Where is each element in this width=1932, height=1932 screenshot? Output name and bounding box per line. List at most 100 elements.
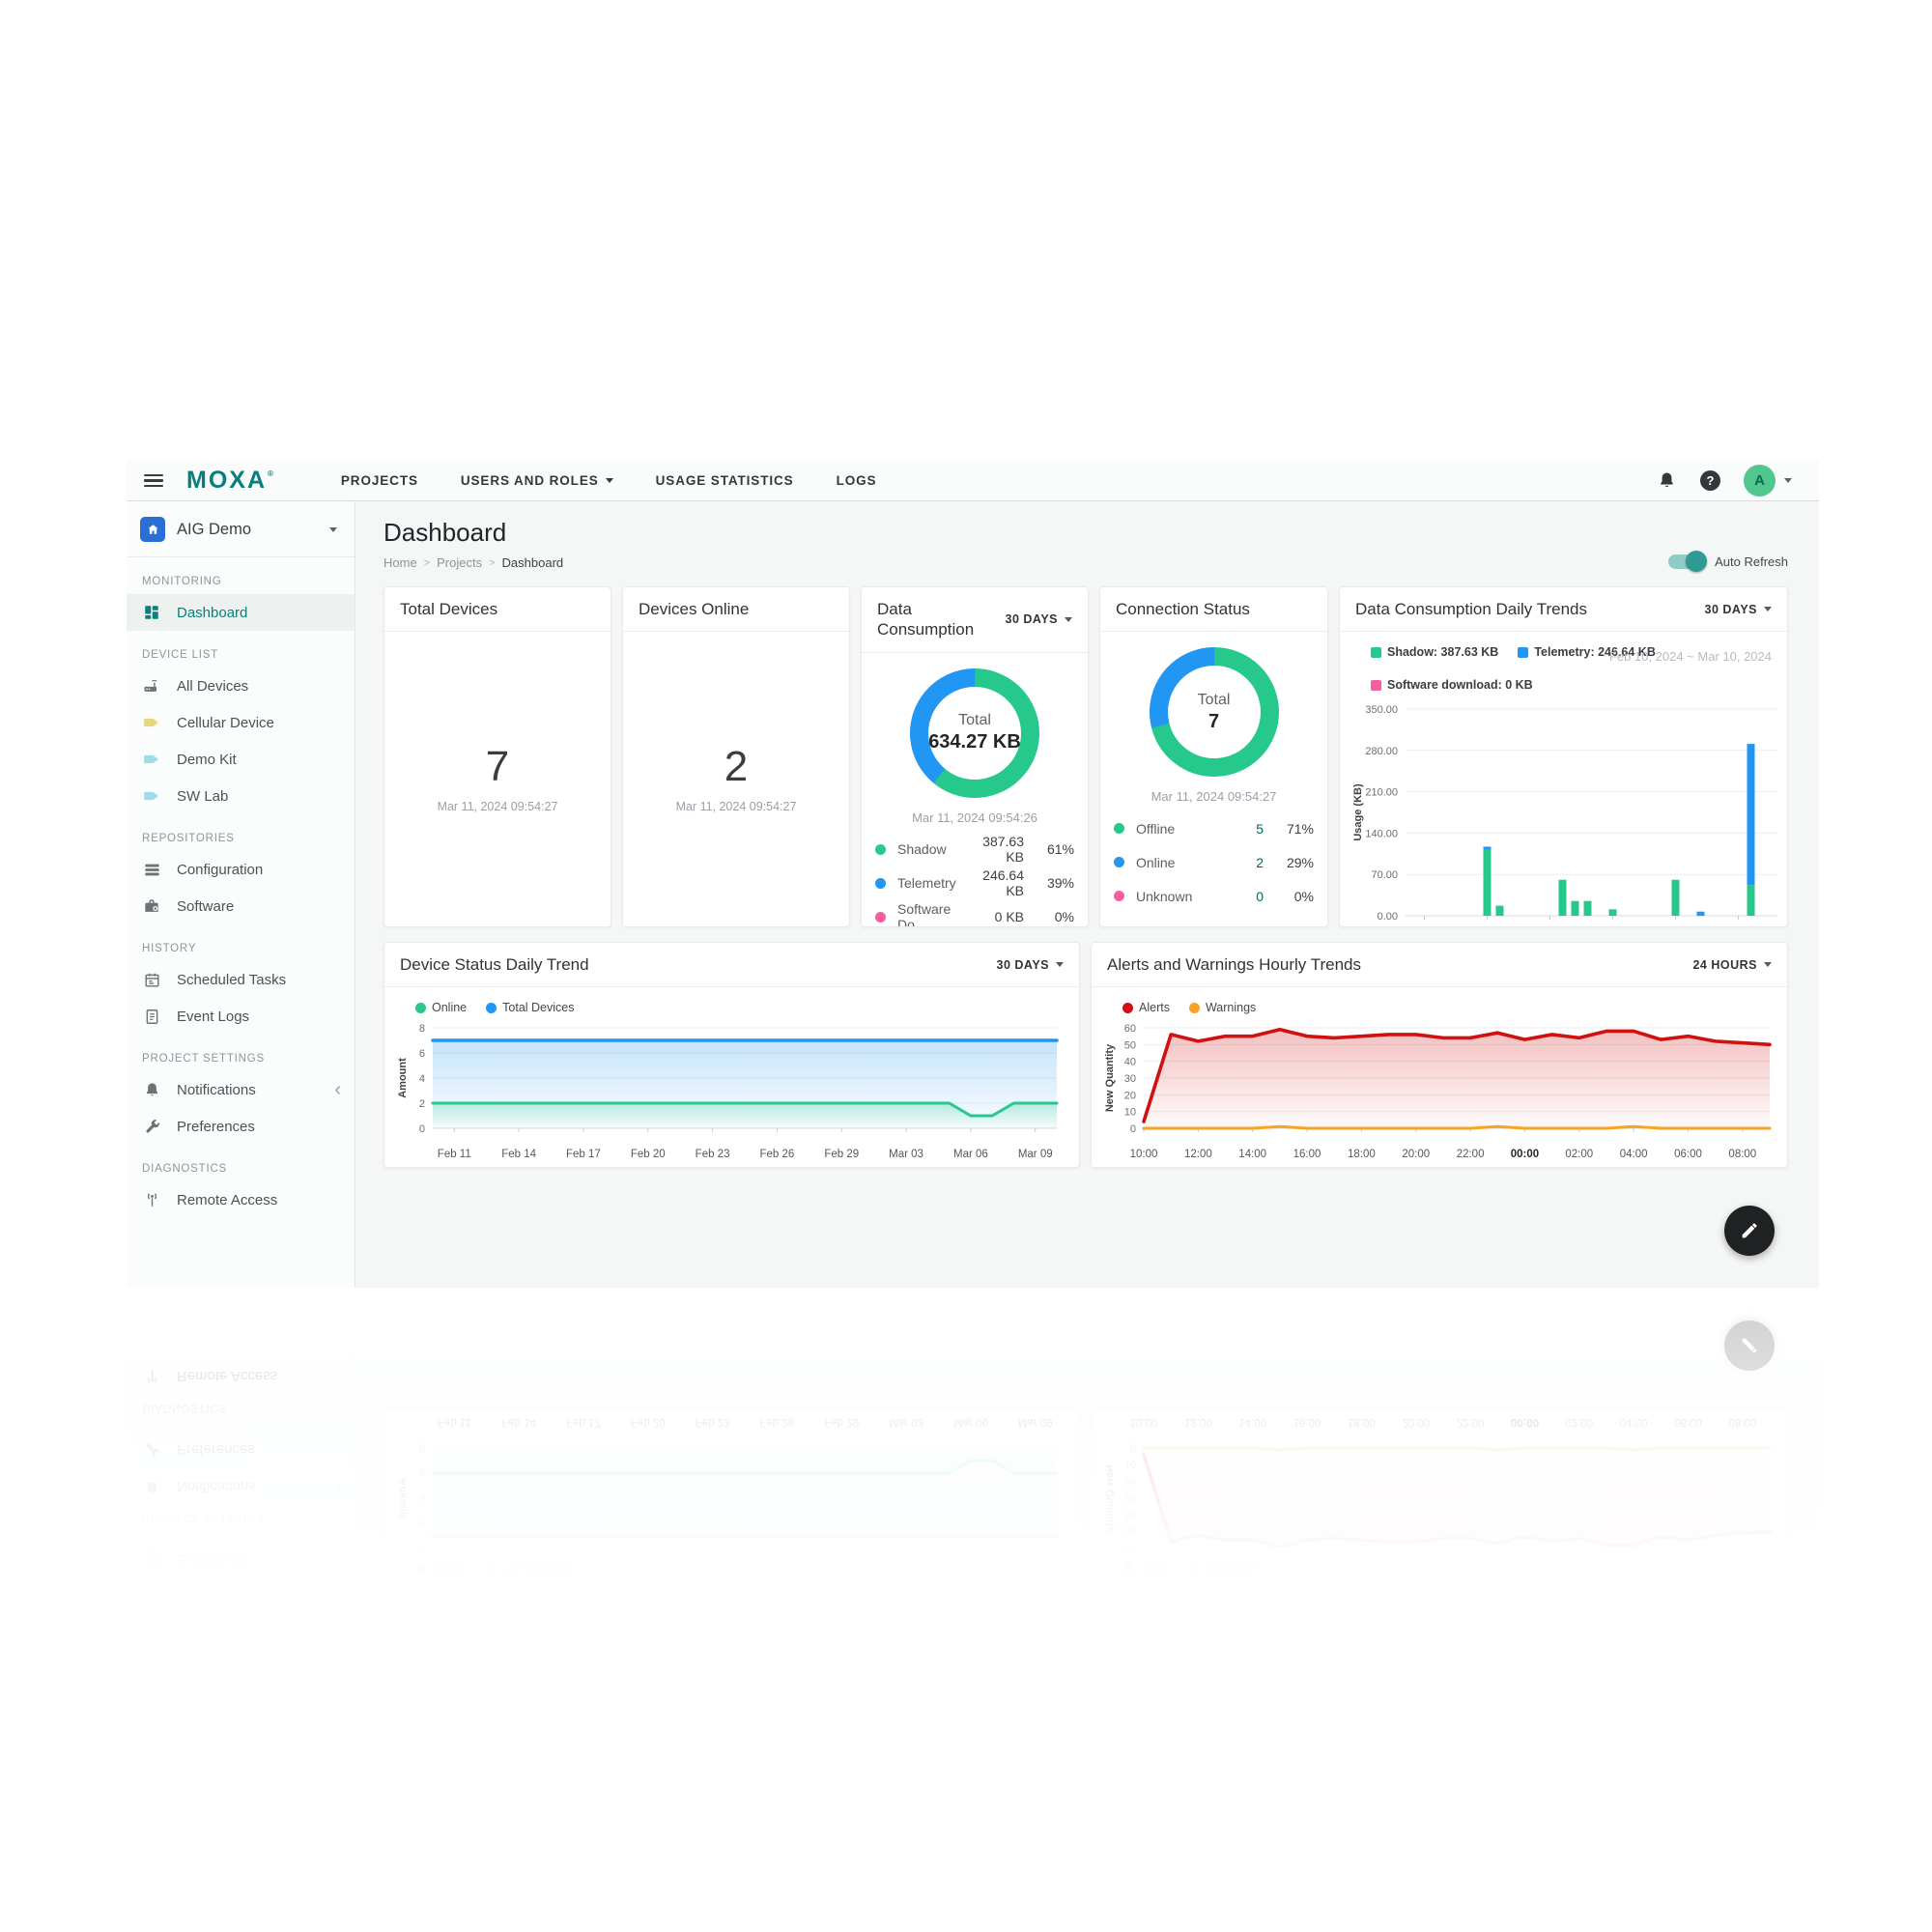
legend-value: 5 (1256, 820, 1264, 837)
period-selector[interactable]: 30 DAYS (1006, 612, 1072, 626)
legend-sq-icon (1518, 646, 1529, 658)
period-selector[interactable]: 30 DAYS (997, 958, 1064, 972)
nav-item-users-and-roles[interactable]: USERS AND ROLES (461, 473, 613, 488)
nav-item-projects[interactable]: PROJECTS (340, 473, 418, 488)
legend-value: 387.63 KB (982, 833, 1024, 865)
project-selector[interactable]: AIG Demo (127, 501, 355, 557)
sidebar-item-label: SW Lab (177, 787, 229, 805)
sidebar-item-dashboard[interactable]: Dashboard (127, 594, 355, 631)
section-label-device-list: DEVICE LIST (142, 649, 219, 661)
svg-text:Feb 26: Feb 26 (760, 1149, 795, 1160)
software-toolbox-icon (141, 896, 162, 916)
nav-item-logs[interactable]: LOGS (836, 473, 877, 488)
nav-item-usage-statistics[interactable]: USAGE STATISTICS (655, 473, 794, 488)
svg-text:02:00: 02:00 (1565, 1416, 1593, 1428)
sidebar-item-remote-access[interactable]: Remote Access (127, 1181, 355, 1218)
timestamp: Mar 11, 2024 09:54:27 (437, 799, 558, 813)
legend-chip-shadow-387-63-kb[interactable]: Shadow: 387.63 KB (1371, 645, 1498, 659)
legend-dot-icon (875, 843, 886, 855)
sidebar-item-preferences[interactable]: Preferences (127, 1108, 355, 1145)
total-devices-value: 7 (485, 742, 510, 790)
legend-dot-icon (1122, 1002, 1133, 1013)
legend-label: Telemetry (897, 875, 956, 891)
card-title: Alerts and Warnings Hourly Trends (1107, 955, 1361, 974)
section-label-diagnostics: DIAGNOSTICS (142, 1163, 228, 1175)
help-icon[interactable]: ? (1700, 470, 1720, 491)
legend-sq-icon (1371, 679, 1381, 691)
sidebar-item-cellular-device[interactable]: Cellular Device (127, 704, 355, 741)
breadcrumb-home[interactable]: Home (384, 555, 417, 570)
chevron-down-icon (1784, 478, 1792, 483)
sidebar-item-sw-lab[interactable]: SW Lab (127, 778, 355, 814)
svg-text:Mar 06: Mar 06 (953, 1149, 988, 1160)
sidebar-item-notifications[interactable]: Notifications ‹ (127, 1071, 355, 1108)
auto-refresh-toggle[interactable] (1668, 551, 1708, 572)
breadcrumb-projects[interactable]: Projects (437, 555, 483, 570)
svg-text:10:00: 10:00 (1130, 1149, 1158, 1160)
legend-percent: 0% (1054, 909, 1074, 924)
legend-dot-icon (875, 911, 886, 923)
alerts-warnings-legend: Alerts Warnings (1101, 993, 1777, 1014)
legend-chip-software-download-0-kb[interactable]: Software download: 0 KB (1371, 678, 1533, 692)
svg-text:Mar 06: Mar 06 (953, 1416, 988, 1428)
card-device-status-trend: Device Status Daily Trend 30 DAYS Online… (384, 942, 1080, 1168)
svg-text:22:00: 22:00 (1457, 1416, 1485, 1428)
legend-chip-telemetry-246-64-kb[interactable]: Telemetry: 246.64 KB (1518, 645, 1656, 659)
card-alerts-warnings: Alerts and Warnings Hourly Trends 24 HOU… (1091, 942, 1788, 1168)
legend-chip-total-devices[interactable]: Total Devices (486, 1001, 574, 1014)
period-selector[interactable]: 24 HOURS (1692, 958, 1772, 972)
menu-icon[interactable] (144, 473, 163, 488)
card-title: Devices Online (639, 600, 750, 618)
sidebar-item-scheduled-tasks[interactable]: Scheduled Tasks (127, 961, 355, 998)
card-title: Device Status Daily Trend (400, 955, 589, 974)
wrench-icon (141, 1118, 162, 1136)
svg-text:Feb 11: Feb 11 (438, 1416, 471, 1428)
svg-text:Feb 23: Feb 23 (696, 1149, 730, 1160)
svg-text:16:00: 16:00 (1293, 1149, 1321, 1160)
svg-text:50: 50 (1124, 1040, 1136, 1052)
svg-text:18:00: 18:00 (1348, 1149, 1376, 1160)
tag-icon (141, 713, 162, 732)
svg-text:Feb 14: Feb 14 (501, 1416, 536, 1428)
svg-text:0.00: 0.00 (1378, 911, 1398, 923)
card-title: Total Devices (400, 600, 498, 618)
moxa-logo: MOXA ® (186, 469, 273, 493)
svg-text:Mar 03: Mar 03 (889, 1149, 923, 1160)
sidebar: AIG Demo MONITORING Dashboard DEVICE LIST A… (127, 501, 355, 1288)
avatar[interactable]: A (1744, 465, 1776, 497)
legend-chip-alerts[interactable]: Alerts (1122, 1001, 1170, 1014)
daily-trends-legend: Shadow: 387.63 KB Telemetry: 246.64 KB Sof… (1350, 638, 1777, 692)
period-selector[interactable]: 30 DAYS (1705, 603, 1772, 616)
svg-text:280.00: 280.00 (1365, 746, 1398, 757)
sidebar-item-event-logs[interactable]: Event Logs (127, 998, 355, 1035)
svg-text:Feb 20: Feb 20 (631, 1416, 666, 1428)
account-menu[interactable]: A (1744, 465, 1792, 497)
devices-router-icon (141, 676, 162, 696)
sidebar-item-demo-kit[interactable]: Demo Kit (127, 741, 355, 778)
sidebar-item-all-devices[interactable]: All Devices (127, 668, 355, 704)
legend-label: Offline (1136, 820, 1176, 837)
sidebar-item-software[interactable]: Software (127, 888, 355, 924)
bell-icon (141, 1081, 162, 1099)
sidebar-sections: MONITORING Dashboard DEVICE LIST All Device… (127, 557, 355, 1218)
legend-chip-warnings[interactable]: Warnings (1188, 1001, 1256, 1014)
card-total-devices: Total Devices 7 Mar 11, 2024 09:54:27 (384, 586, 611, 927)
svg-text:06:00: 06:00 (1674, 1416, 1702, 1428)
card-devices-online: Devices Online 2 Mar 11, 2024 09:54:27 (622, 586, 850, 927)
legend-dot-icon (1114, 857, 1124, 868)
legend-chip-online[interactable]: Online (415, 1001, 467, 1014)
notifications-bell-icon[interactable] (1657, 470, 1677, 491)
edit-dashboard-button[interactable] (1724, 1206, 1775, 1256)
svg-text:Mar 03: Mar 03 (889, 1416, 923, 1428)
device-status-chart: 0 2 4 6 8 Amount Feb 11 Feb 14 Feb 17 Feb 20 Feb 2… (394, 1014, 1069, 1167)
svg-text:22:00: 22:00 (1457, 1149, 1485, 1160)
svg-text:08:00: 08:00 (1728, 1416, 1756, 1428)
topbar: MOXA ® PROJECTS USERS AND ROLES USAGE STAT… (127, 461, 1819, 501)
section-label-monitoring: MONITORING (142, 576, 222, 587)
legend-row-telemetry: Telemetry 246.64 KB 39% (875, 867, 1074, 900)
svg-text:Feb 14: Feb 14 (501, 1149, 536, 1160)
sidebar-item-configuration[interactable]: Configuration (127, 851, 355, 888)
chevron-left-icon[interactable]: ‹ (334, 1079, 341, 1100)
svg-text:0.00: 0.00 (1378, 1654, 1398, 1656)
